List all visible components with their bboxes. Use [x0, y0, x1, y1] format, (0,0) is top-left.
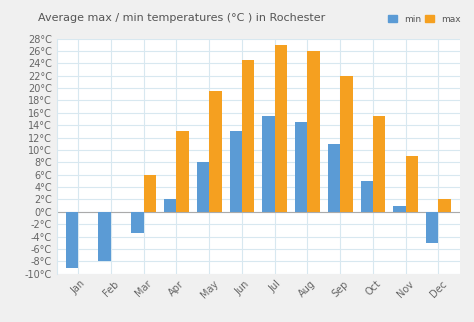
Legend: min, max: min, max	[385, 11, 465, 27]
Bar	[275, 45, 287, 212]
Bar	[242, 60, 255, 212]
Bar	[340, 76, 353, 212]
Bar	[328, 144, 340, 212]
Bar	[308, 51, 320, 212]
Bar	[373, 116, 385, 212]
Bar	[406, 156, 418, 212]
Bar	[426, 212, 438, 243]
Bar	[66, 212, 78, 268]
Bar	[295, 122, 308, 212]
Bar	[361, 181, 373, 212]
Bar	[164, 199, 176, 212]
Bar	[229, 131, 242, 212]
Bar	[197, 162, 209, 212]
Text: Average max / min temperatures (°C ) in Rochester: Average max / min temperatures (°C ) in …	[38, 13, 325, 23]
Bar	[262, 116, 275, 212]
Bar	[393, 206, 406, 212]
Bar	[438, 199, 451, 212]
Bar	[209, 91, 222, 212]
Bar	[176, 131, 189, 212]
Bar	[131, 212, 144, 233]
Bar	[144, 175, 156, 212]
Bar	[99, 212, 111, 261]
